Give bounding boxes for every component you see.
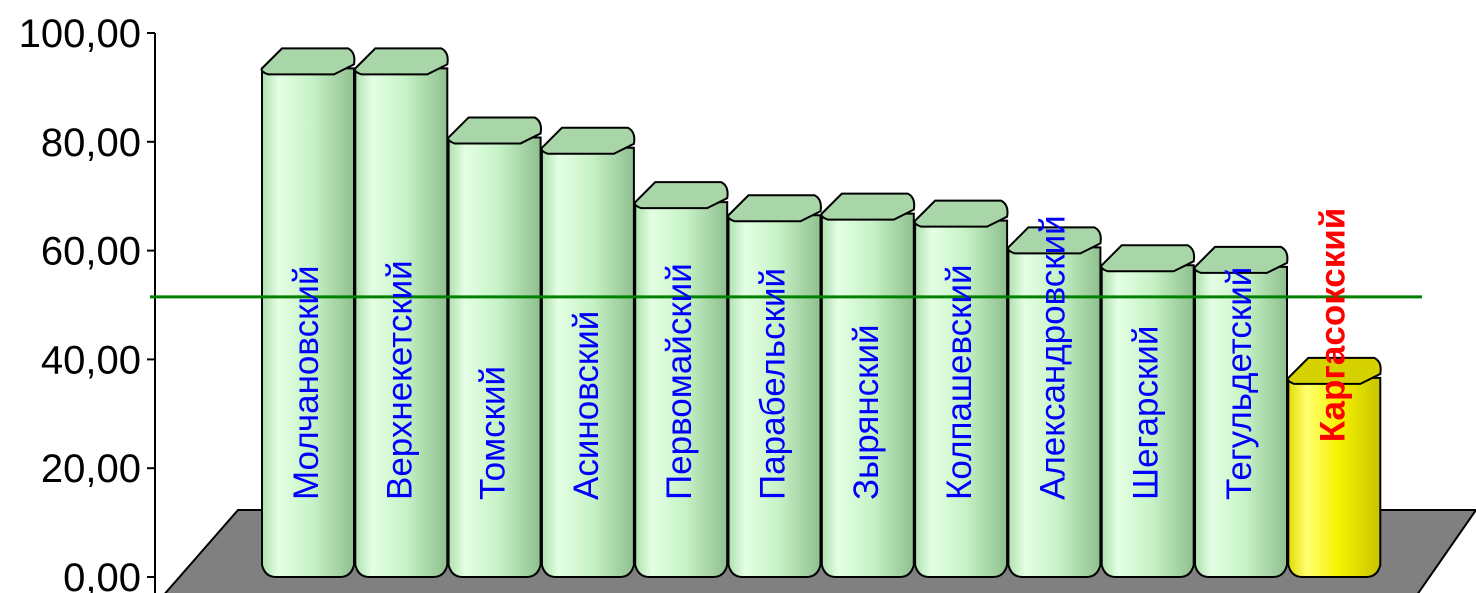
bar-body: [1194, 265, 1288, 578]
bar-label: Первомайский: [660, 263, 699, 500]
bar-top: [353, 47, 449, 76]
bar-body: [540, 146, 635, 578]
bar-label: Томский: [474, 366, 513, 500]
bar-body: [261, 67, 355, 578]
bar-9: [1007, 226, 1102, 578]
bar-body: [447, 136, 542, 578]
bar-top: [1193, 245, 1289, 274]
bar-label: Каргасокский: [1313, 208, 1352, 443]
bar-label: Шегарский: [1127, 326, 1166, 500]
bar-label: Зырянский: [847, 324, 886, 500]
bar-body: [354, 67, 449, 578]
bar-6: [727, 194, 822, 578]
bar-top: [727, 194, 822, 223]
bar-top: [913, 199, 1009, 228]
bar-top: [1007, 226, 1102, 255]
bar-top: [540, 126, 636, 155]
bar-12: [1286, 356, 1382, 578]
bar-label: Тегульдетский: [1220, 267, 1259, 500]
bar-label: Колпашевский: [940, 264, 979, 500]
y-tick-label: 100,00: [19, 12, 141, 56]
bar-top: [633, 181, 729, 210]
bar-10: [1100, 244, 1196, 578]
bar-top: [820, 192, 916, 221]
bar-body: [1007, 246, 1102, 578]
bar-label: Асиновский: [567, 311, 606, 500]
bar-11: [1193, 245, 1289, 578]
bar-2: [353, 47, 449, 578]
bar-label: Александровский: [1033, 215, 1072, 500]
y-tick-label: 20,00: [41, 447, 141, 491]
bar-label: Верхнекетский: [380, 260, 419, 500]
y-tick-label: 60,00: [41, 230, 141, 274]
y-tick-label: 40,00: [41, 338, 141, 382]
bar-body: [914, 219, 1009, 578]
bar-top: [1286, 356, 1382, 385]
bar-4: [540, 126, 636, 578]
bar-label: Молчановский: [287, 265, 326, 500]
bar-8: [913, 199, 1009, 578]
bar-body: [820, 212, 915, 578]
bar-label: Парабельский: [754, 268, 793, 500]
bar-1: [260, 47, 356, 578]
y-tick-label: 80,00: [41, 121, 141, 165]
bar-3: [447, 116, 542, 578]
bar-body: [1287, 376, 1382, 578]
bar-top: [260, 47, 356, 76]
bar-body: [727, 214, 822, 578]
y-tick-label: 0,00: [63, 556, 141, 593]
bar-top: [1100, 244, 1196, 273]
bar-top: [447, 116, 542, 145]
bar-body: [1100, 264, 1195, 578]
bar-7: [820, 192, 916, 578]
